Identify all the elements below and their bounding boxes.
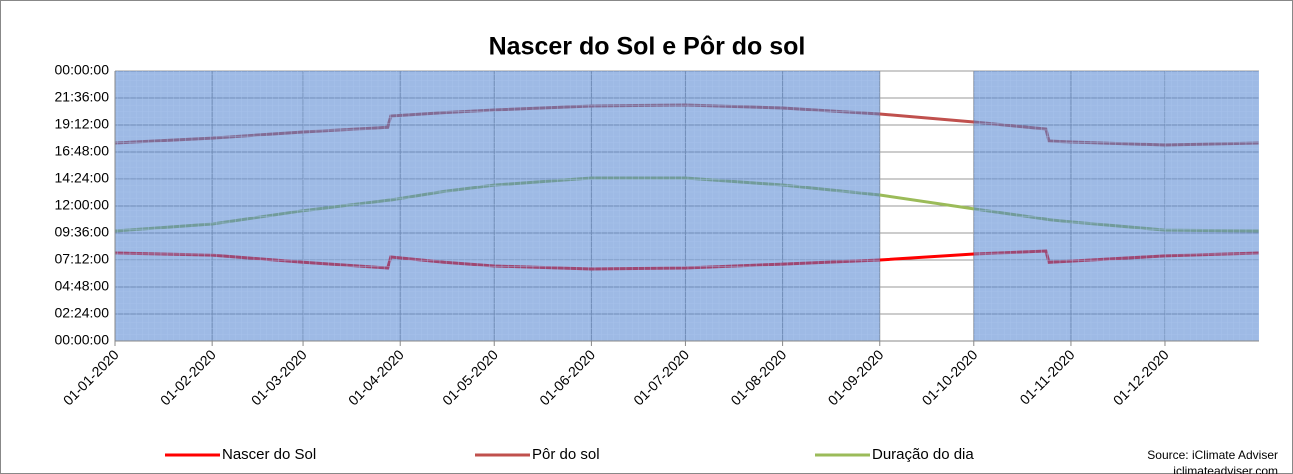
chart-title: Nascer do Sol e Pôr do sol xyxy=(489,33,806,61)
band-grid xyxy=(115,71,880,341)
legend-label: Pôr do sol xyxy=(532,446,600,463)
y-tick-label: 19:12:00 xyxy=(55,116,110,132)
legend-label: Duração do dia xyxy=(872,446,974,463)
y-tick-label: 00:00:00 xyxy=(55,62,110,78)
source: Source: iClimate Adviser xyxy=(1147,448,1278,462)
y-tick-label: 02:24:00 xyxy=(55,305,110,321)
y-tick-label: 21:36:00 xyxy=(55,89,110,105)
y-tick-label: 12:00:00 xyxy=(55,197,110,213)
y-tick-label: 16:48:00 xyxy=(55,143,110,159)
y-tick-label: 00:00:00 xyxy=(55,332,110,348)
band-grid xyxy=(973,71,1259,341)
y-tick-label: 04:48:00 xyxy=(55,278,110,294)
legend-label: Nascer do Sol xyxy=(222,446,316,463)
y-tick-label: 09:36:00 xyxy=(55,224,110,240)
y-tick-label: 14:24:00 xyxy=(55,170,110,186)
plot-area xyxy=(114,70,1260,342)
website: iclimateadviser.com xyxy=(1173,464,1278,474)
y-tick-label: 07:12:00 xyxy=(55,251,110,267)
